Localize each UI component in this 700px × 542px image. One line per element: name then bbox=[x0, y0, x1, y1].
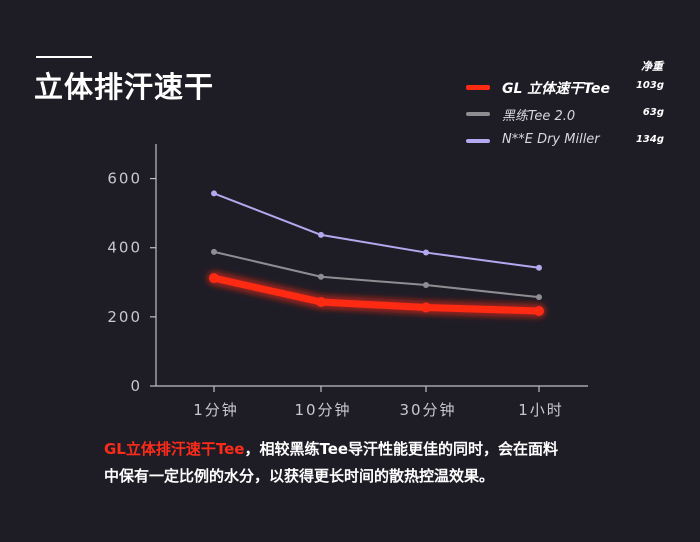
legend-weight-nike: 134g bbox=[635, 134, 664, 145]
series-line-1 bbox=[213, 250, 540, 299]
description-line1: ，相较黑练Tee导汗性能更佳的同时，会在面料 bbox=[244, 440, 559, 458]
x-tick-label: 1小时 bbox=[518, 401, 564, 419]
series-line-0 bbox=[210, 274, 543, 315]
chart-series bbox=[207, 190, 546, 318]
x-ticks: 1分钟 10分钟 30分钟 1小时 bbox=[193, 386, 564, 419]
series-point-2 bbox=[423, 249, 429, 256]
legend-label-heilian: 黑练Tee 2.0 bbox=[502, 109, 576, 124]
legend-label-nike: N**E Dry Miller bbox=[502, 132, 600, 147]
legend-swatch-gl bbox=[466, 85, 490, 90]
series-line-2 bbox=[213, 192, 540, 269]
description-highlight: GL立体排汗速干Tee bbox=[104, 440, 245, 458]
series-point-2 bbox=[536, 264, 542, 271]
weight-header: 净重 bbox=[641, 60, 663, 73]
legend-label-gl: GL 立体速干Tee bbox=[502, 81, 611, 97]
x-tick-label: 10分钟 bbox=[294, 401, 351, 419]
y-tick-label: 0 bbox=[130, 377, 142, 395]
series-point-1 bbox=[211, 248, 217, 255]
series-point-1 bbox=[536, 294, 542, 301]
series-point-0 bbox=[209, 273, 219, 284]
series-point-1 bbox=[423, 282, 429, 289]
y-tick-label: 200 bbox=[107, 308, 142, 326]
legend-swatch-heilian bbox=[466, 112, 490, 116]
legend-item-nike: N**E Dry Miller 134g bbox=[460, 130, 670, 157]
series-point-0 bbox=[534, 305, 544, 316]
description-line2: 中保有一定比例的水分，以获得更长时间的散热控温效果。 bbox=[104, 467, 495, 485]
legend-item-gl: GL 立体速干Tee 103g bbox=[460, 76, 670, 103]
legend-item-heilian: 黑练Tee 2.0 63g bbox=[460, 103, 670, 130]
title-rule bbox=[36, 56, 92, 58]
series-point-1 bbox=[318, 273, 324, 280]
x-tick-label: 30分钟 bbox=[399, 401, 456, 419]
description: GL立体排汗速干Tee，相较黑练Tee导汗性能更佳的同时，会在面料 中保有一定比… bbox=[104, 436, 664, 490]
legend: GL 立体速干Tee 103g 黑练Tee 2.0 63g N**E Dry M… bbox=[460, 76, 670, 157]
series-point-2 bbox=[211, 190, 217, 197]
chart-axes bbox=[155, 144, 588, 387]
series-point-0 bbox=[316, 296, 326, 307]
series-point-0 bbox=[421, 302, 431, 313]
x-tick-label: 1分钟 bbox=[193, 401, 239, 419]
y-tick-label: 400 bbox=[107, 239, 142, 257]
series-point-2 bbox=[318, 231, 324, 238]
legend-weight-heilian: 63g bbox=[642, 107, 664, 118]
y-tick-label: 600 bbox=[107, 170, 142, 188]
legend-weight-gl: 103g bbox=[635, 80, 664, 91]
y-ticks: 0 200 400 600 bbox=[107, 170, 156, 395]
legend-swatch-nike bbox=[466, 139, 490, 143]
page-title: 立体排汗速干 bbox=[34, 70, 215, 104]
